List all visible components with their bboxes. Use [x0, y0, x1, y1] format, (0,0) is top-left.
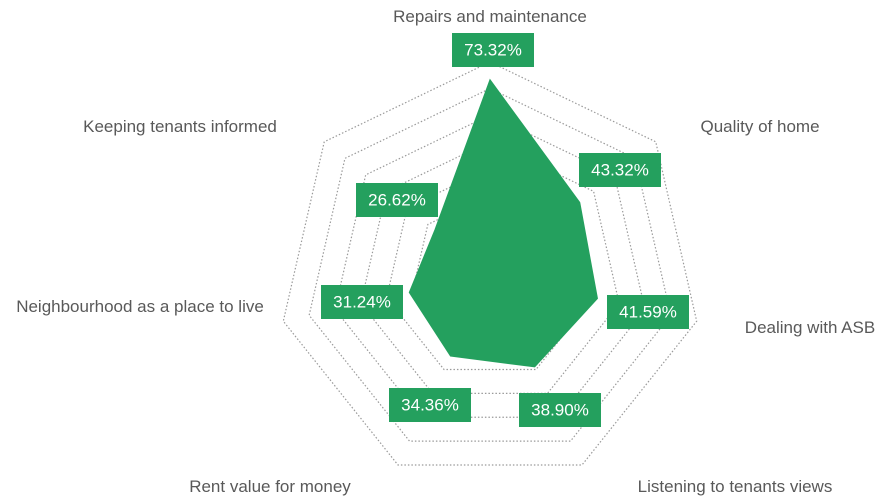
category-label: Repairs and maintenance — [393, 7, 587, 26]
category-label: Rent value for money — [189, 477, 351, 496]
value-label-box — [579, 153, 661, 187]
category-label: Neighbourhood as a place to live — [16, 297, 264, 316]
category-label: Keeping tenants informed — [83, 117, 277, 136]
grid-ring — [386, 167, 594, 371]
category-label: Quality of home — [700, 117, 820, 136]
grid-ring — [308, 87, 672, 442]
value-label-box — [356, 183, 438, 217]
value-label: 41.59% — [619, 302, 677, 321]
value-label: 26.62% — [368, 190, 426, 209]
value-label-box — [321, 285, 403, 319]
value-label-box — [607, 295, 689, 329]
value-label: 73.32% — [464, 40, 522, 59]
data-area — [408, 78, 598, 368]
category-label: Listening to tenants views — [637, 477, 833, 496]
value-label: 31.24% — [333, 292, 391, 311]
grid-ring — [360, 140, 620, 394]
value-label: 38.90% — [531, 400, 589, 419]
category-label: Dealing with ASB — [744, 318, 876, 337]
value-label: 43.32% — [591, 160, 649, 179]
grid-ring — [282, 61, 698, 466]
value-label-box — [452, 33, 534, 67]
value-label-box — [389, 388, 471, 422]
value-label-box — [519, 393, 601, 427]
value-label: 34.36% — [401, 395, 459, 414]
